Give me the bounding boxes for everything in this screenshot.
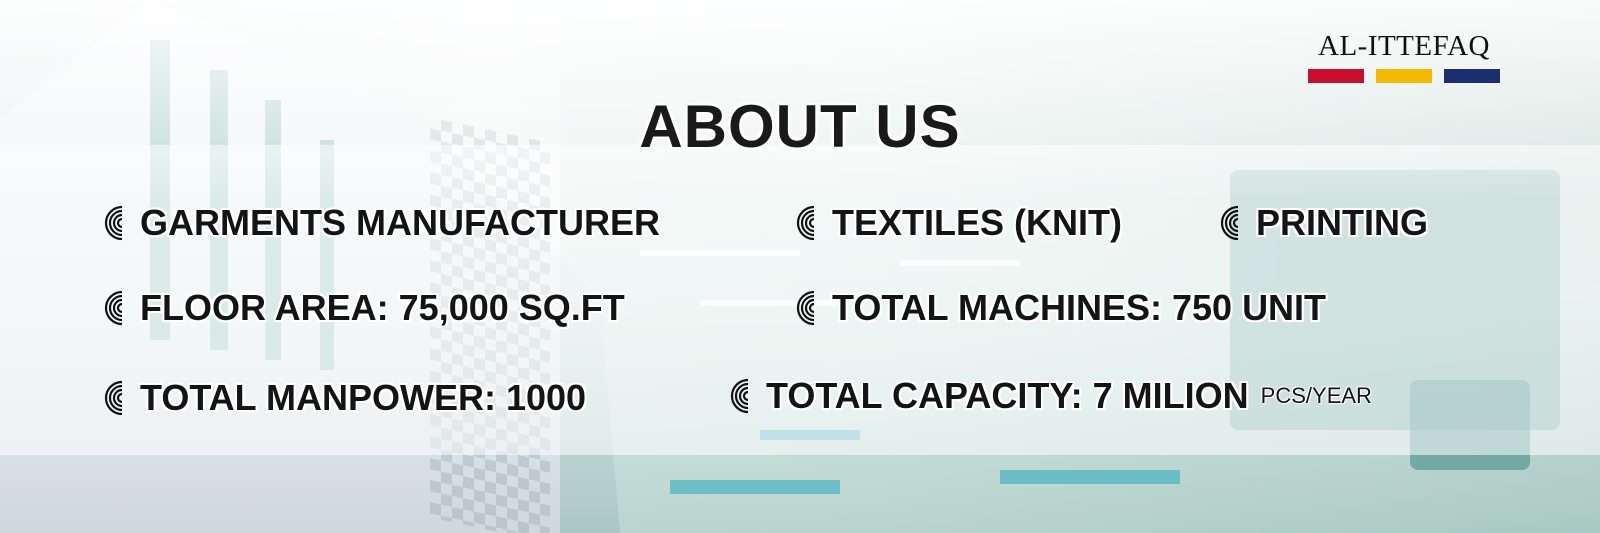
capacity-unit: PCS/YEAR bbox=[1260, 383, 1372, 408]
logo-bar-red bbox=[1308, 69, 1364, 83]
concentric-arcs-icon bbox=[796, 290, 815, 326]
feature-label: TOTAL MACHINES: 750 UNIT bbox=[832, 287, 1327, 328]
feature-item-capacity: TOTAL CAPACITY: 7 MILION PCS/YEAR bbox=[724, 372, 1372, 420]
feature-item-floor-area: FLOOR AREA: 75,000 SQ.FT bbox=[98, 284, 625, 332]
page-title: ABOUT US bbox=[639, 93, 961, 160]
feature-label: TOTAL CAPACITY: 7 MILION bbox=[766, 375, 1249, 416]
concentric-arcs-icon bbox=[1220, 205, 1239, 241]
concentric-arcs-icon bbox=[730, 378, 749, 414]
logo-color-bars bbox=[1308, 69, 1500, 83]
feature-label: FLOOR AREA: 75,000 SQ.FT bbox=[140, 287, 625, 328]
logo-text: AL-ITTEFAQ bbox=[1318, 30, 1490, 62]
concentric-arcs-icon bbox=[104, 205, 123, 241]
feature-item-printing: PRINTING bbox=[1214, 199, 1428, 247]
company-logo: AL-ITTEFAQ bbox=[1308, 30, 1500, 83]
feature-item-manpower: TOTAL MANPOWER: 1000 bbox=[98, 374, 586, 422]
concentric-arcs-icon bbox=[796, 205, 815, 241]
background-sewing-table bbox=[1000, 470, 1180, 484]
background-sewing-table bbox=[670, 480, 840, 494]
feature-item-textiles: TEXTILES (KNIT) bbox=[790, 199, 1122, 247]
feature-item-machines: TOTAL MACHINES: 750 UNIT bbox=[790, 284, 1326, 332]
logo-bar-yellow bbox=[1376, 69, 1432, 83]
feature-label: TEXTILES (KNIT) bbox=[832, 202, 1122, 243]
feature-label: PRINTING bbox=[1256, 202, 1429, 243]
feature-label: GARMENTS MANUFACTURER bbox=[140, 202, 660, 243]
feature-label: TOTAL MANPOWER: 1000 bbox=[140, 377, 587, 418]
logo-bar-navy bbox=[1444, 69, 1500, 83]
concentric-arcs-icon bbox=[104, 290, 123, 326]
feature-item-garments: GARMENTS MANUFACTURER bbox=[98, 199, 660, 247]
concentric-arcs-icon bbox=[104, 380, 123, 416]
